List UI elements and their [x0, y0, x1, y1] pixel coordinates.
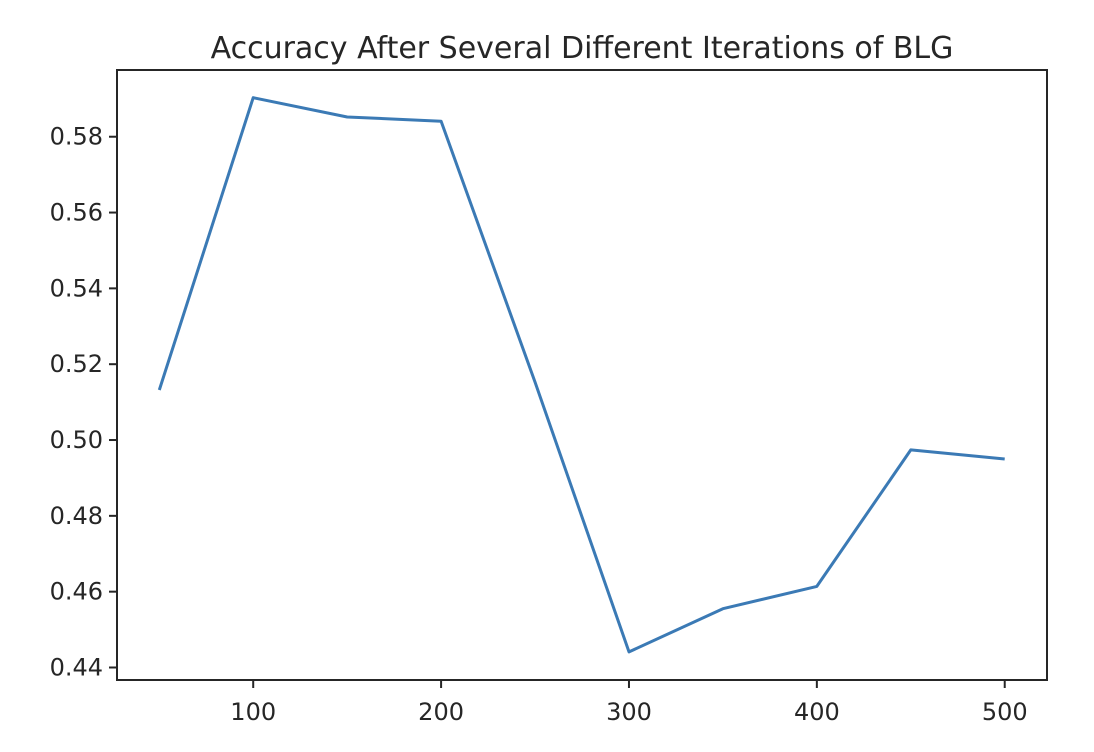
y-tick-label: 0.52 — [50, 350, 103, 378]
x-tick-label: 400 — [794, 698, 840, 726]
y-tick-label: 0.48 — [50, 502, 103, 530]
y-tick-label: 0.44 — [50, 653, 103, 681]
plot-area-frame — [116, 69, 1048, 681]
y-tick-label: 0.46 — [50, 578, 103, 606]
chart-title: Accuracy After Several Different Iterati… — [211, 31, 954, 66]
y-tick-label: 0.56 — [50, 199, 103, 227]
x-tick-label: 500 — [982, 698, 1028, 726]
y-tick-label: 0.54 — [50, 274, 103, 302]
plot-series — [157, 96, 1005, 654]
x-tick-label: 200 — [418, 698, 464, 726]
series-line-accuracy — [157, 96, 1005, 654]
y-tick-label: 0.50 — [50, 426, 103, 454]
y-tick-label: 0.58 — [50, 123, 103, 151]
x-axis-ticks: 100 200 300 400 500 — [230, 680, 1028, 726]
x-tick-label: 300 — [606, 698, 652, 726]
y-axis-ticks: 0.44 0.46 0.48 0.50 0.52 0.54 0.56 0.58 — [50, 123, 117, 681]
x-tick-label: 100 — [230, 698, 276, 726]
